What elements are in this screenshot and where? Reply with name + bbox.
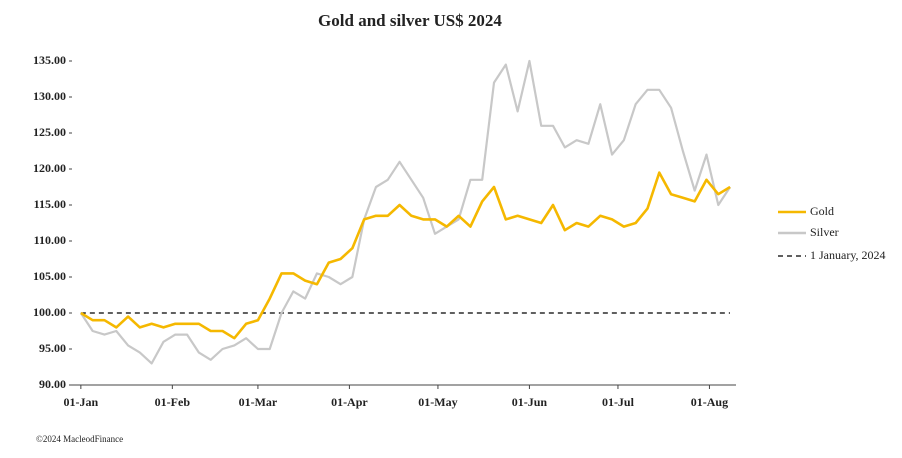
y-tick-label: 135.00 <box>33 53 66 67</box>
x-tick-label: 01-Jan <box>64 395 99 409</box>
y-tick-label: 130.00 <box>33 89 66 103</box>
y-tick-label: 95.00 <box>39 341 66 355</box>
series-line <box>80 171 731 340</box>
footnote: ©2024 MacleodFinance <box>36 434 123 444</box>
legend-label: Gold <box>810 204 834 218</box>
legend-label: Silver <box>810 225 839 239</box>
x-tick-label: 01-Jul <box>602 395 635 409</box>
x-tick-label: 01-Feb <box>155 395 191 409</box>
y-tick-label: 100.00 <box>33 305 66 319</box>
y-tick-label: 105.00 <box>33 269 66 283</box>
x-tick-label: 01-Mar <box>239 395 278 409</box>
y-tick-label: 90.00 <box>39 377 66 391</box>
x-tick-label: 01-May <box>418 395 457 409</box>
series-line <box>79 59 732 365</box>
legend-label: 1 January, 2024 <box>810 248 886 262</box>
x-tick-label: 01-Apr <box>331 395 368 409</box>
y-tick-label: 125.00 <box>33 125 66 139</box>
x-tick-label: 01-Jun <box>512 395 548 409</box>
y-tick-label: 115.00 <box>34 197 66 211</box>
y-tick-label: 120.00 <box>33 161 66 175</box>
chart-title: Gold and silver US$ 2024 <box>318 11 502 30</box>
y-tick-label: 110.00 <box>34 233 66 247</box>
x-tick-label: 01-Aug <box>691 395 728 409</box>
